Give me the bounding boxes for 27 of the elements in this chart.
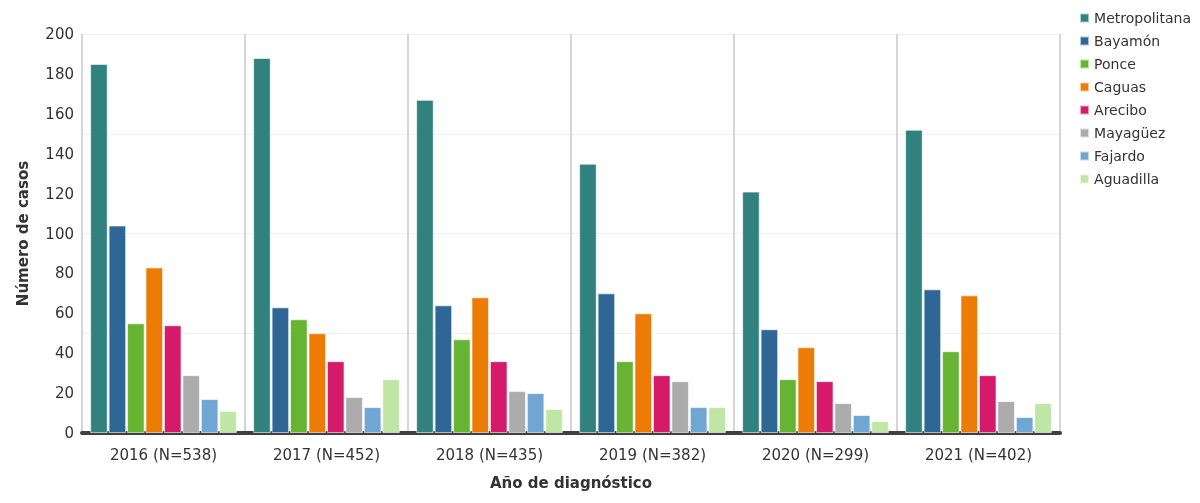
x-tick-label: 2021 (N=402)	[924, 445, 1033, 464]
y-tick-label: 140	[45, 144, 74, 163]
x-axis-title: Año de diagnóstico	[489, 473, 653, 492]
y-tick-label: 40	[54, 344, 74, 363]
y-tick-label: 200	[45, 25, 74, 43]
x-tick-label: 2020 (N=299)	[761, 445, 870, 464]
legend-label: Bayamón	[1094, 33, 1161, 49]
legend-label: Ponce	[1094, 56, 1136, 72]
x-tick-label: 2017 (N=452)	[272, 445, 381, 464]
legend-label: Arecibo	[1094, 102, 1147, 118]
y-tick-label: 20	[54, 384, 74, 403]
y-tick-label: 180	[45, 64, 74, 83]
y-tick-label: 160	[45, 104, 74, 123]
legend-label: Caguas	[1094, 79, 1147, 95]
y-axis-title: Número de casos	[13, 160, 32, 307]
x-tick-label: 2019 (N=382)	[598, 445, 707, 464]
legend-label: Mayagüez	[1094, 125, 1166, 141]
legend-label: Fajardo	[1094, 148, 1145, 164]
y-tick-label: 0	[64, 424, 74, 442]
x-tick-label: 2018 (N=435)	[435, 445, 544, 464]
y-tick-label: 100	[45, 224, 74, 243]
y-tick-label: 80	[54, 264, 74, 283]
legend-label: Metropolitana	[1094, 10, 1192, 26]
x-tick-label: 2016 (N=538)	[109, 445, 218, 464]
y-tick-label: 60	[54, 304, 74, 323]
legend-label: Aguadilla	[1094, 171, 1160, 187]
y-tick-label: 120	[45, 184, 74, 203]
